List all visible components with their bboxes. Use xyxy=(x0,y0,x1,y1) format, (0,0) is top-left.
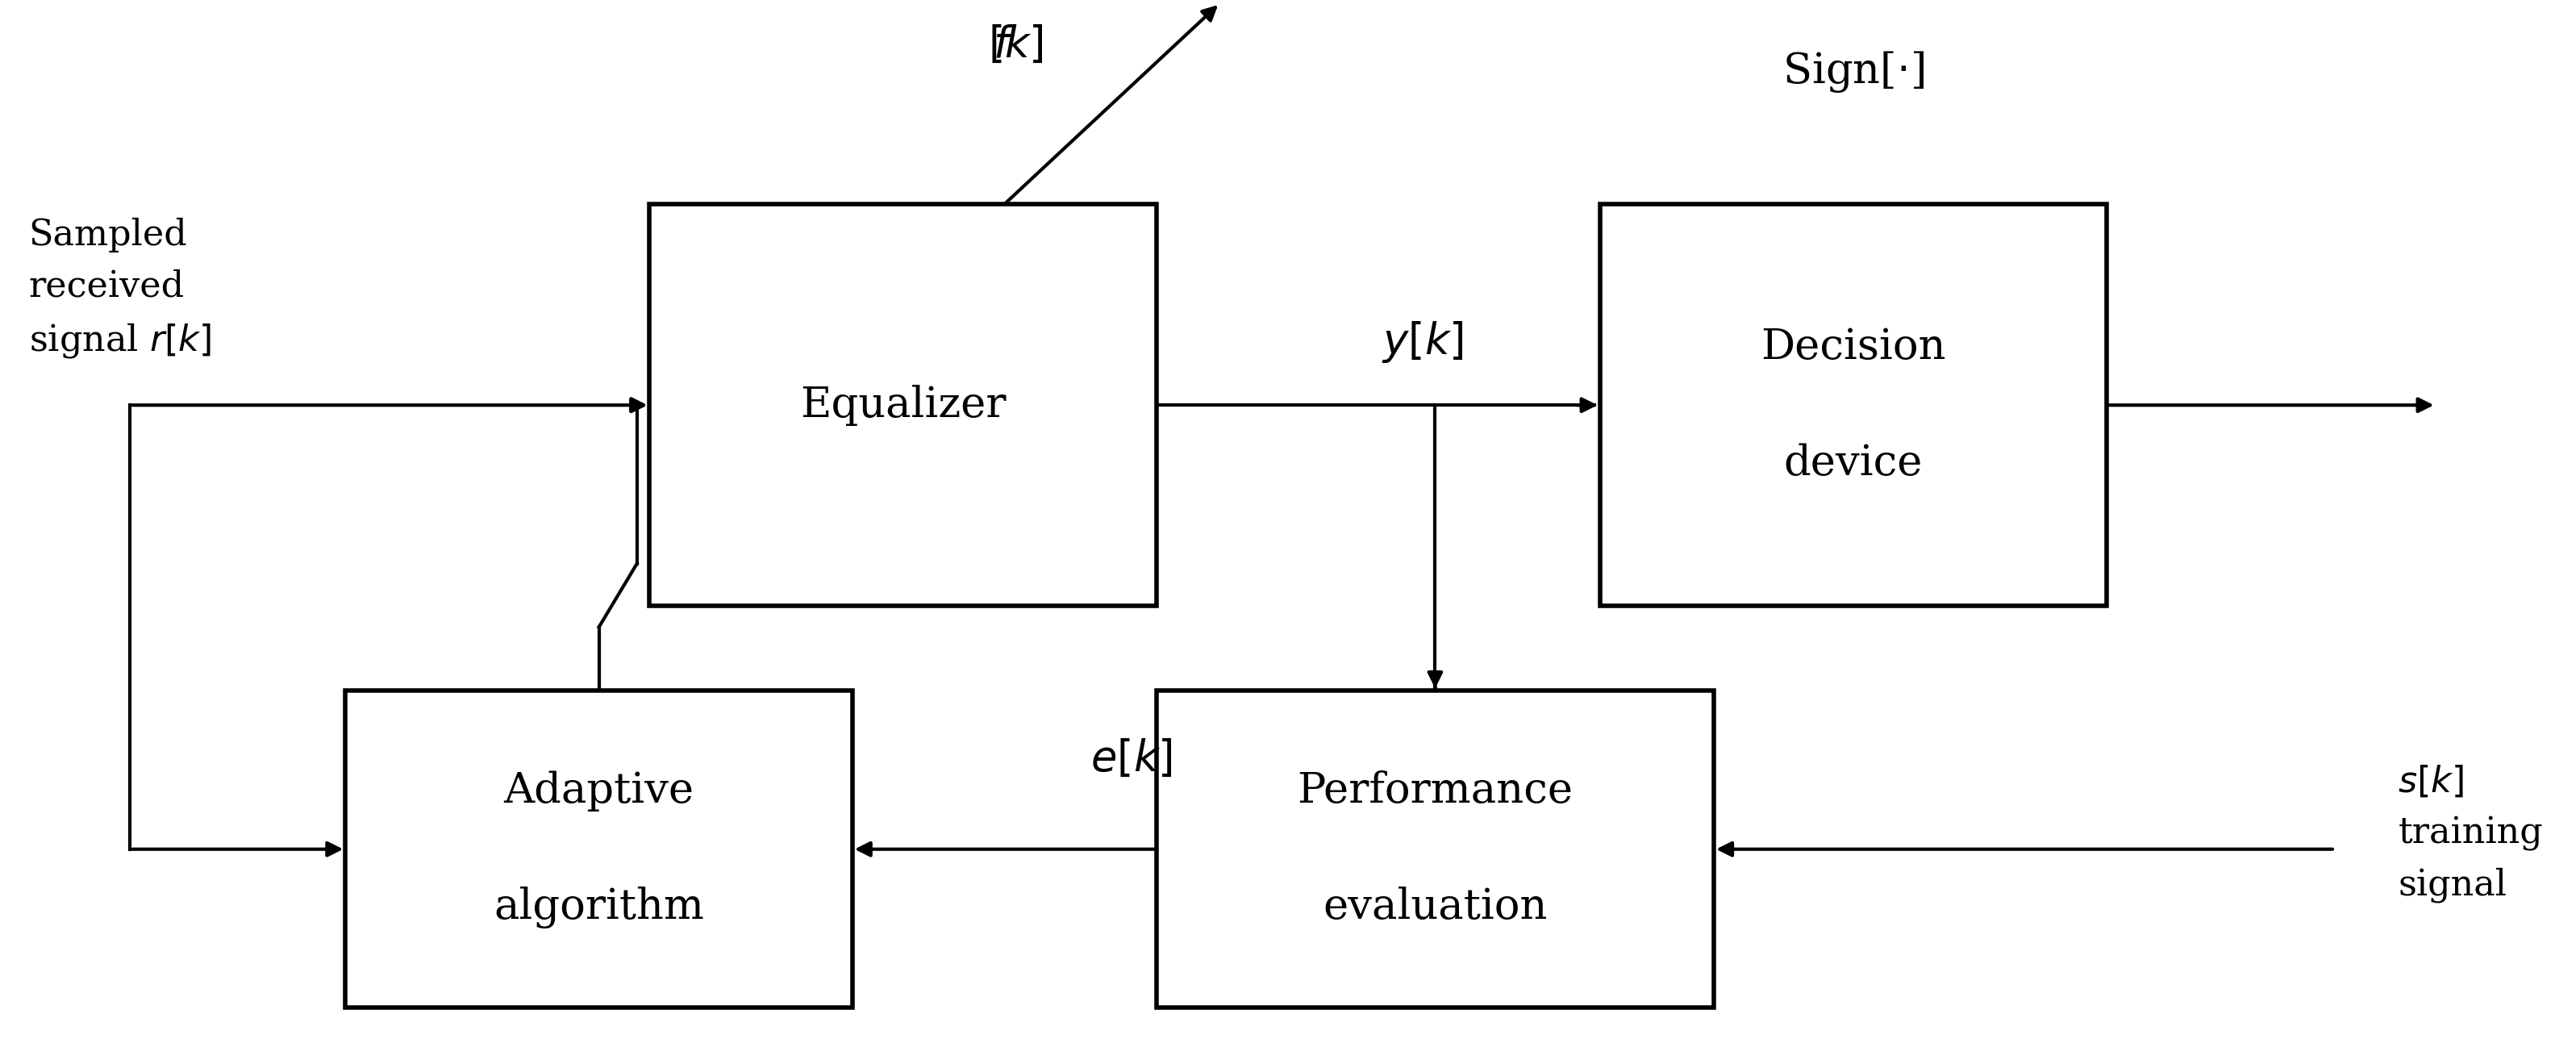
Text: $s[k]$
training
signal: $s[k]$ training signal xyxy=(2398,764,2543,902)
Text: $f\hspace{-0.5}[k]$: $f\hspace{-0.5}[k]$ xyxy=(992,26,1043,66)
Text: Sampled
received
signal $r[k]$: Sampled received signal $r[k]$ xyxy=(28,217,211,360)
Bar xyxy=(649,204,1157,606)
Bar xyxy=(345,691,853,1008)
Text: $y[k]$: $y[k]$ xyxy=(1381,319,1463,364)
Text: algorithm: algorithm xyxy=(495,886,703,928)
Text: evaluation: evaluation xyxy=(1324,886,1548,928)
Bar xyxy=(1600,204,2107,606)
Text: Adaptive: Adaptive xyxy=(505,770,693,812)
Bar xyxy=(1157,691,1713,1008)
Text: Sign[$\cdot$]: Sign[$\cdot$] xyxy=(1783,50,1924,95)
Text: Performance: Performance xyxy=(1298,770,1574,812)
Text: Equalizer: Equalizer xyxy=(801,384,1007,426)
Text: Decision: Decision xyxy=(1759,327,1945,367)
Text: $e[k]$: $e[k]$ xyxy=(1090,738,1172,780)
Text: device: device xyxy=(1783,443,1922,484)
